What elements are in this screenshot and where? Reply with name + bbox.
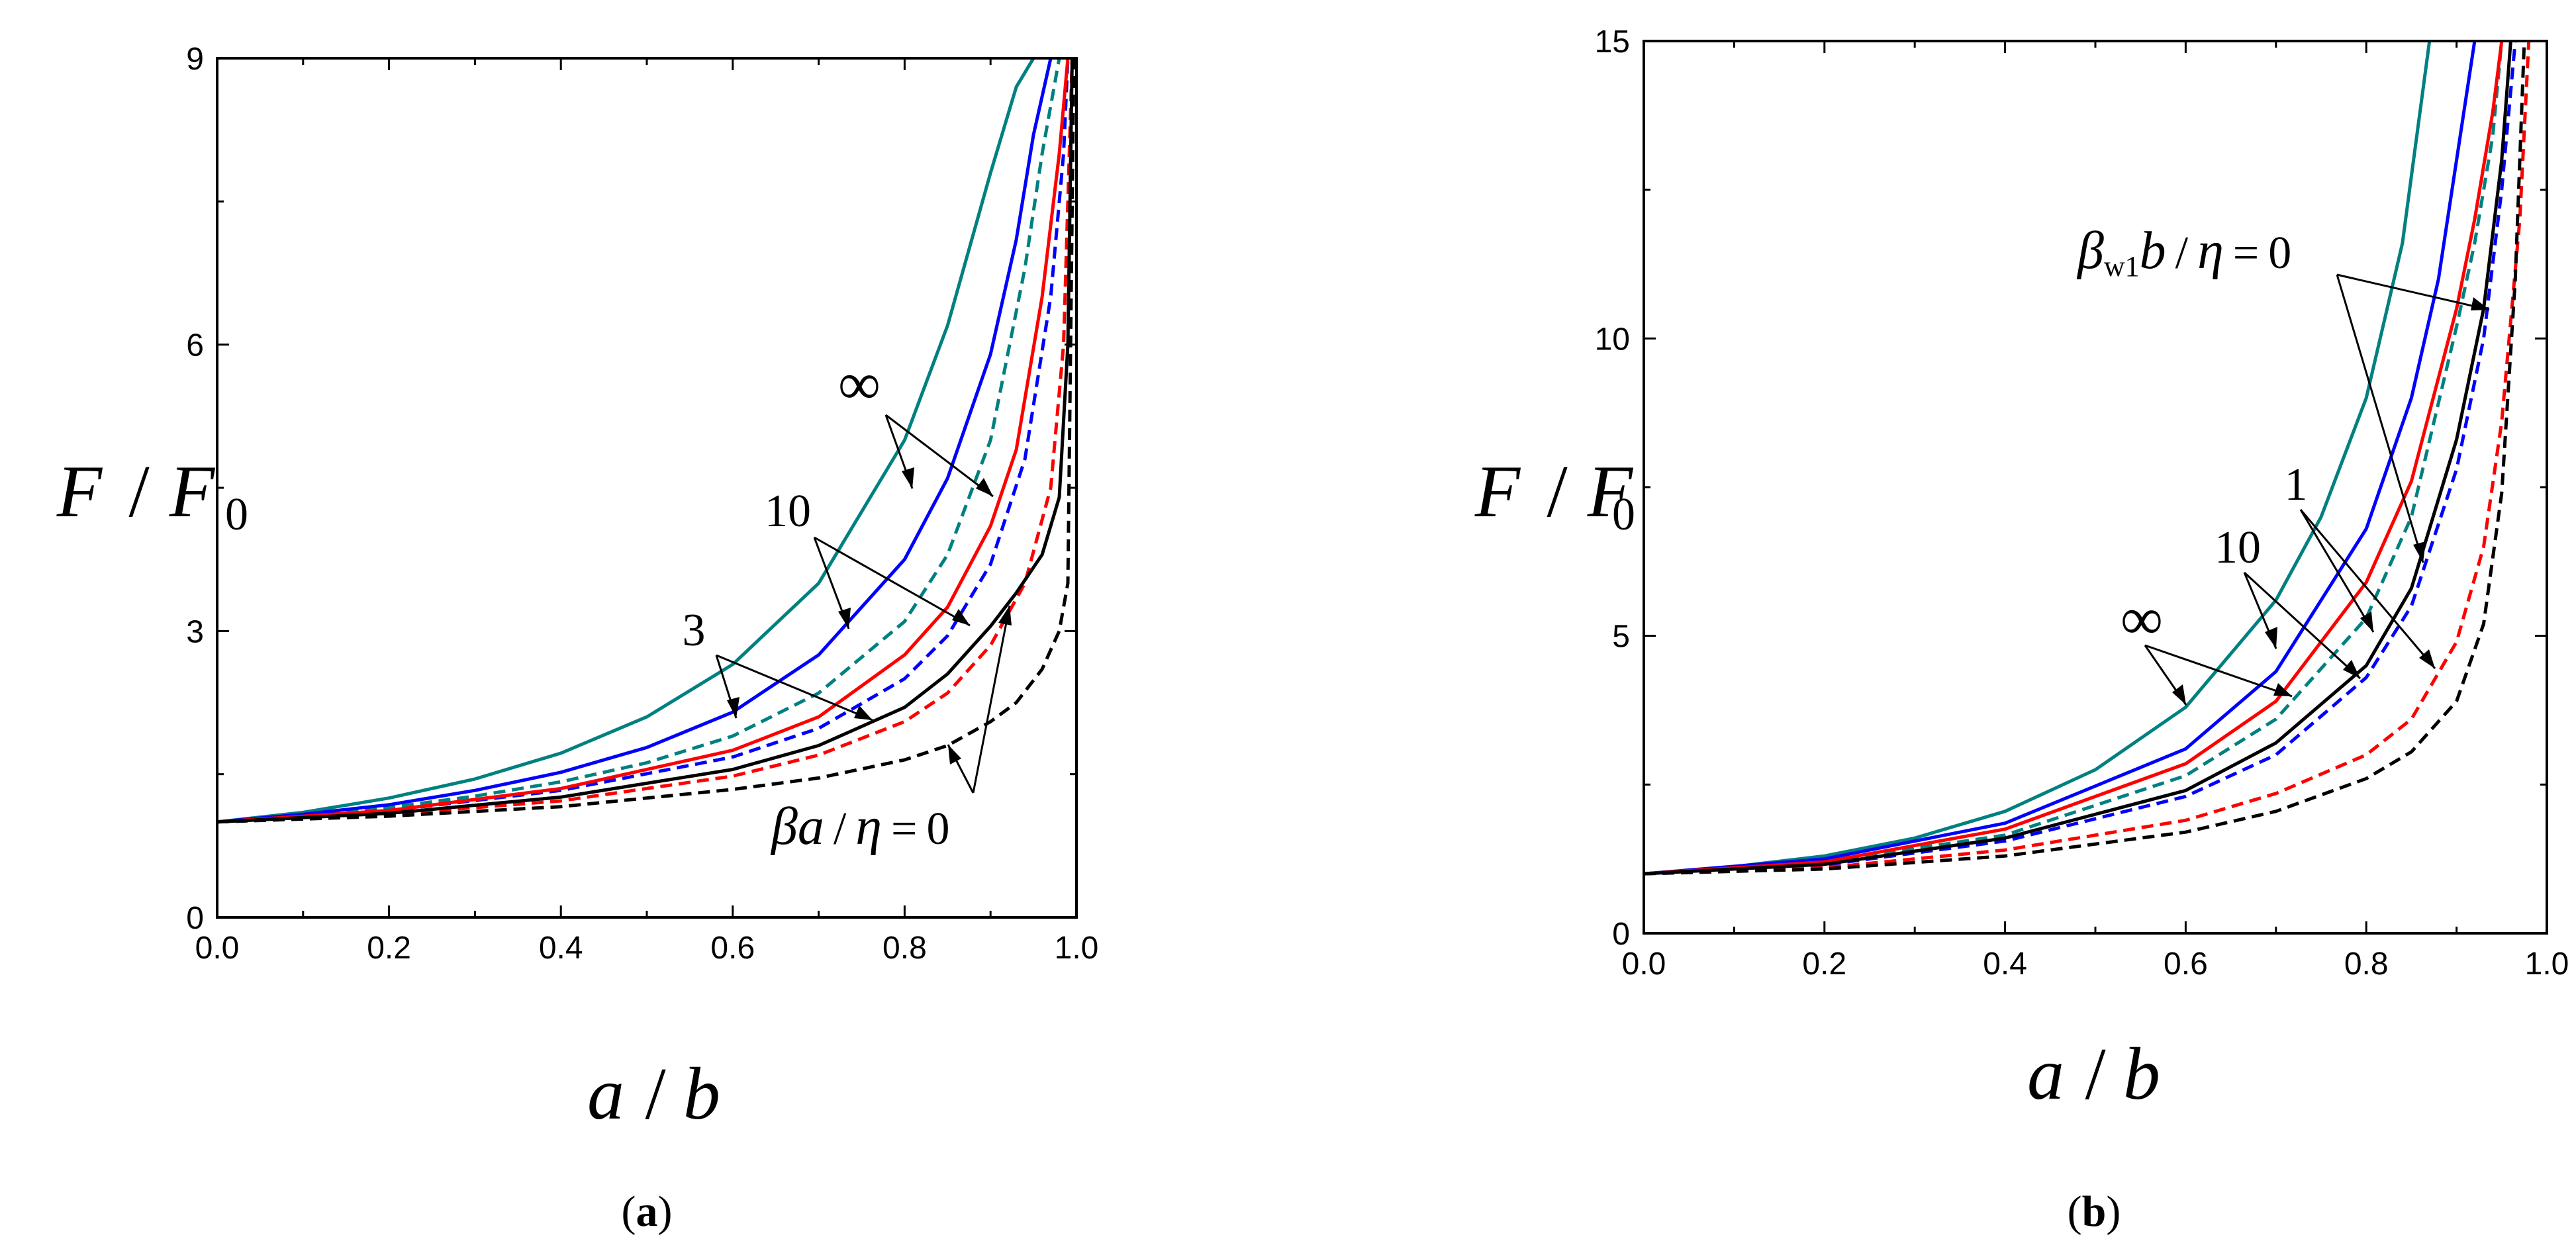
x-tick-label: 0.8 <box>883 931 927 966</box>
arrow-b-10-2 <box>2243 571 2361 680</box>
plot-b-annotations: βw1b / η = 0 1 10 ∞ <box>2076 222 2490 706</box>
x-tick-label: 0.6 <box>710 931 755 966</box>
series-line-b-1 <box>1644 41 2504 876</box>
series-line-b-7 <box>1644 41 2526 876</box>
plot-b-caption: (b) <box>2068 1187 2121 1236</box>
plot-a-ylabel-den: F <box>169 451 216 533</box>
y-tick-label: 0 <box>186 901 204 936</box>
plot-a-ticks: 0.0 0.2 0.4 0.6 0.8 1.0 0 3 6 9 <box>186 42 1098 966</box>
arrowhead-b-10-1 <box>2265 627 2277 649</box>
series-line-a-6 <box>217 58 1074 824</box>
arrowhead-b-0-1 <box>2471 297 2489 310</box>
arrow-a-inf-2 <box>885 414 994 498</box>
arrowhead-b-0-2 <box>2413 541 2426 563</box>
x-tick-label: 0.0 <box>1622 947 1666 982</box>
arrowhead-b-inf-2 <box>2273 683 2292 696</box>
arrowhead-a-inf-1 <box>902 467 914 488</box>
y-tick-label: 0 <box>1612 917 1630 952</box>
arrowhead-a-0-2 <box>998 606 1012 625</box>
arrow-a-10-2 <box>814 536 971 627</box>
arrowhead-a-inf-2 <box>976 478 993 496</box>
series-line-a-1 <box>217 58 1061 824</box>
series-line-b-6 <box>1644 41 2512 876</box>
arrowhead-b-inf-1 <box>2172 684 2186 705</box>
arrow-b-1-2 <box>2299 509 2436 669</box>
plot-a-ylabel-sub: 0 <box>225 489 248 540</box>
y-tick-label: 10 <box>1595 322 1630 357</box>
annot-a-infinity: ∞ <box>838 351 881 417</box>
arrowhead-b-1-2 <box>2419 649 2435 669</box>
arrowhead-b-1-1 <box>2360 612 2373 632</box>
annot-a-beta: βa / η = 0 <box>770 798 949 856</box>
series-line-a-2 <box>217 58 1053 824</box>
x-tick-label: 0.4 <box>539 931 583 966</box>
series-line-b-2 <box>1644 41 2477 876</box>
x-tick-label: 0.0 <box>195 931 240 966</box>
plot-a-ylabel-num: F <box>56 451 103 533</box>
arrowhead-a-3-1 <box>727 697 739 718</box>
plot-a-annotations: ∞ 10 3 βa / η = 0 <box>683 351 1012 856</box>
plot-a-series <box>217 58 1076 824</box>
y-tick-label: 15 <box>1595 24 1630 60</box>
series-line-b-5 <box>1644 41 2531 876</box>
series-line-a-7 <box>217 58 1076 824</box>
arrowhead-a-10-1 <box>838 608 851 629</box>
plot-b-xlabel-num: a <box>2027 1033 2064 1115</box>
x-tick-label: 0.6 <box>2164 947 2208 982</box>
panel-b: 0.0 0.2 0.4 0.6 0.8 1.0 0 5 10 15 F / F 0 a / b β… <box>1474 24 2569 1236</box>
plot-b-ylabel-sub: 0 <box>1612 489 1635 540</box>
plot-b-xlabel-den: b <box>2123 1033 2160 1115</box>
annot-b-infinity: ∞ <box>2121 586 2163 652</box>
arrow-b-0-1 <box>2336 273 2490 311</box>
x-tick-label: 1.0 <box>2525 947 2569 982</box>
plot-a-ylabel-sep: / <box>128 451 150 533</box>
series-line-a-0 <box>217 58 1035 824</box>
x-tick-label: 0.2 <box>367 931 411 966</box>
plot-a-xlabel-sep: / <box>645 1053 666 1135</box>
series-line-a-5 <box>217 58 1074 824</box>
y-tick-label: 9 <box>186 42 204 77</box>
panel-a: 0.0 0.2 0.4 0.6 0.8 1.0 0 3 6 9 F / F 0 a / b ∞ 1… <box>56 42 1099 1236</box>
x-tick-label: 0.8 <box>2344 947 2389 982</box>
series-line-b-0 <box>1644 41 2432 876</box>
plot-a-caption: (a) <box>622 1187 673 1236</box>
series-line-b-3 <box>1644 41 2517 876</box>
plot-b-series <box>1644 41 2531 876</box>
plot-a-xlabel-num: a <box>587 1053 624 1135</box>
annot-b-arrowheads <box>2172 297 2489 705</box>
arrow-b-inf-2 <box>2144 644 2293 698</box>
annot-b-one: 1 <box>2285 459 2308 510</box>
plot-a-xlabel-den: b <box>683 1053 720 1135</box>
arrowhead-a-0-1 <box>948 745 961 764</box>
arrowhead-a-3-2 <box>854 706 873 720</box>
arrow-b-0-2 <box>2336 274 2424 563</box>
x-tick-label: 1.0 <box>1055 931 1099 966</box>
annot-b-ten: 10 <box>2215 522 2261 573</box>
arrowhead-b-10-2 <box>2343 660 2360 678</box>
series-line-a-4 <box>217 58 1070 824</box>
plot-b-ylabel-sep: / <box>1547 451 1568 533</box>
arrow-a-3-2 <box>716 654 873 721</box>
annot-a-arrowheads <box>727 467 1012 764</box>
x-tick-label: 0.4 <box>1983 947 2027 982</box>
annot-b-arrows <box>2144 273 2490 706</box>
arrow-b-1-1 <box>2299 509 2375 633</box>
y-tick-label: 3 <box>186 614 204 649</box>
arrow-a-0-2 <box>972 605 1011 794</box>
y-tick-label: 6 <box>186 328 204 363</box>
annot-b-beta: βw1b / η = 0 <box>2076 222 2291 283</box>
plot-b-xlabel-sep: / <box>2085 1033 2106 1115</box>
y-tick-label: 5 <box>1612 620 1630 655</box>
annot-a-three: 3 <box>683 605 706 656</box>
plot-b-ylabel-den: F <box>1587 451 1634 533</box>
arrowhead-a-10-2 <box>952 609 970 625</box>
plot-b-ylabel-num: F <box>1474 451 1521 533</box>
series-line-b-4 <box>1644 41 2504 876</box>
x-tick-label: 0.2 <box>1802 947 1846 982</box>
annot-a-ten: 10 <box>765 486 811 537</box>
